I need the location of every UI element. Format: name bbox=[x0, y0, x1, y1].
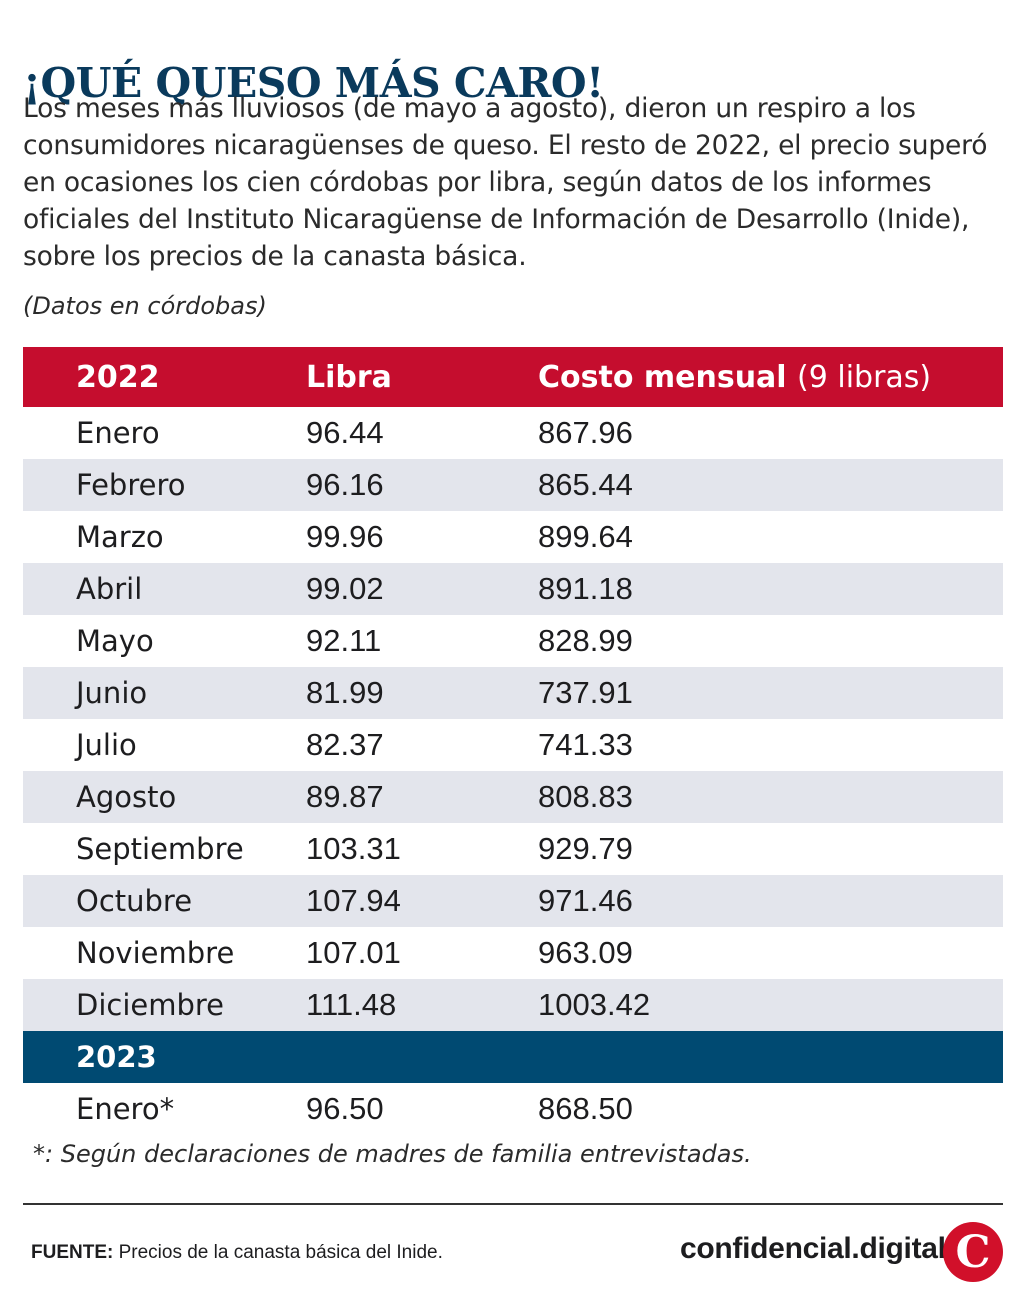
source-label: FUENTE: bbox=[31, 1242, 114, 1263]
libra-cell: 107.94 bbox=[306, 883, 401, 918]
month-cell: Julio bbox=[76, 728, 137, 762]
libra-cell: 81.99 bbox=[306, 675, 384, 710]
table-header-row: 2022 Libra Costo mensual (9 libras) bbox=[23, 347, 1003, 407]
month-cell: Agosto bbox=[76, 780, 177, 814]
header-costo: Costo mensual (9 libras) bbox=[538, 360, 1003, 395]
libra-cell: 89.87 bbox=[306, 779, 384, 814]
table-row: Enero 96.44 867.96 bbox=[23, 407, 1003, 459]
month-cell: Mayo bbox=[76, 624, 154, 658]
libra-cell: 96.16 bbox=[306, 467, 384, 502]
header-libra: Libra bbox=[306, 359, 392, 395]
month-cell: Enero bbox=[76, 416, 160, 450]
table-year-row: 2023 bbox=[23, 1031, 1003, 1083]
units-note: (Datos en córdobas) bbox=[23, 292, 267, 320]
month-cell: Febrero bbox=[76, 468, 186, 502]
month-cell: Junio bbox=[76, 676, 148, 710]
libra-cell: 99.96 bbox=[306, 519, 384, 554]
costo-cell: 899.64 bbox=[538, 519, 633, 554]
costo-cell: 868.50 bbox=[538, 1091, 633, 1126]
source-line: FUENTE: Precios de la canasta básica del… bbox=[31, 1242, 443, 1264]
month-cell: Noviembre bbox=[76, 936, 235, 970]
month-cell: Enero* bbox=[76, 1092, 175, 1126]
table-row: Octubre 107.94 971.46 bbox=[23, 875, 1003, 927]
table-row: Septiembre 103.31 929.79 bbox=[23, 823, 1003, 875]
source-text: Precios de la canasta básica del Inide. bbox=[118, 1242, 443, 1263]
logo-letter: C bbox=[955, 1227, 990, 1278]
costo-cell: 1003.42 bbox=[538, 987, 651, 1022]
month-cell: Marzo bbox=[76, 520, 164, 554]
libra-cell: 96.44 bbox=[306, 415, 384, 450]
table-row: Junio 81.99 737.91 bbox=[23, 667, 1003, 719]
costo-cell: 971.46 bbox=[538, 883, 633, 918]
table-body: Enero 96.44 867.96 Febrero 96.16 865.44 Marzo 9… bbox=[23, 407, 1003, 1135]
table-row: Enero* 96.50 868.50 bbox=[23, 1083, 1003, 1135]
costo-cell: 867.96 bbox=[538, 415, 633, 450]
costo-cell: 963.09 bbox=[538, 935, 633, 970]
libra-cell: 99.02 bbox=[306, 571, 384, 606]
brand-logo-icon: C bbox=[943, 1222, 1003, 1282]
month-cell: Abril bbox=[76, 572, 143, 606]
header-costo-unit: (9 libras) bbox=[797, 359, 932, 395]
table-row: Noviembre 107.01 963.09 bbox=[23, 927, 1003, 979]
divider bbox=[23, 1203, 1003, 1205]
price-table: 2022 Libra Costo mensual (9 libras) Ener… bbox=[23, 347, 1003, 1135]
table-row: Diciembre 111.48 1003.42 bbox=[23, 979, 1003, 1031]
costo-cell: 808.83 bbox=[538, 779, 633, 814]
table-row: Agosto 89.87 808.83 bbox=[23, 771, 1003, 823]
costo-cell: 737.91 bbox=[538, 675, 633, 710]
page-title: ¡QUÉ QUESO MÁS CARO! bbox=[23, 59, 604, 108]
costo-cell: 865.44 bbox=[538, 467, 633, 502]
costo-cell: 929.79 bbox=[538, 831, 633, 866]
table-row: Febrero 96.16 865.44 bbox=[23, 459, 1003, 511]
table-row: Marzo 99.96 899.64 bbox=[23, 511, 1003, 563]
intro-text: Los meses más lluviosos (de mayo a agost… bbox=[23, 93, 988, 272]
costo-cell: 828.99 bbox=[538, 623, 633, 658]
month-cell: Septiembre bbox=[76, 832, 244, 866]
libra-cell: 82.37 bbox=[306, 727, 384, 762]
footnote: *: Según declaraciones de madres de fami… bbox=[33, 1140, 752, 1168]
month-cell: Diciembre bbox=[76, 988, 225, 1022]
libra-cell: 111.48 bbox=[306, 987, 397, 1022]
table-row: Mayo 92.11 828.99 bbox=[23, 615, 1003, 667]
brand-name: confidencial.digital bbox=[680, 1232, 946, 1265]
costo-cell: 741.33 bbox=[538, 727, 633, 762]
header-year: 2022 bbox=[76, 359, 160, 395]
header-costo-label: Costo mensual bbox=[538, 359, 787, 395]
year-label: 2023 bbox=[76, 1040, 157, 1074]
costo-cell: 891.18 bbox=[538, 571, 633, 606]
month-cell: Octubre bbox=[76, 884, 193, 918]
libra-cell: 92.11 bbox=[306, 623, 382, 658]
libra-cell: 96.50 bbox=[306, 1091, 384, 1126]
table-row: Julio 82.37 741.33 bbox=[23, 719, 1003, 771]
table-row: Abril 99.02 891.18 bbox=[23, 563, 1003, 615]
libra-cell: 103.31 bbox=[306, 831, 401, 866]
libra-cell: 107.01 bbox=[306, 935, 401, 970]
